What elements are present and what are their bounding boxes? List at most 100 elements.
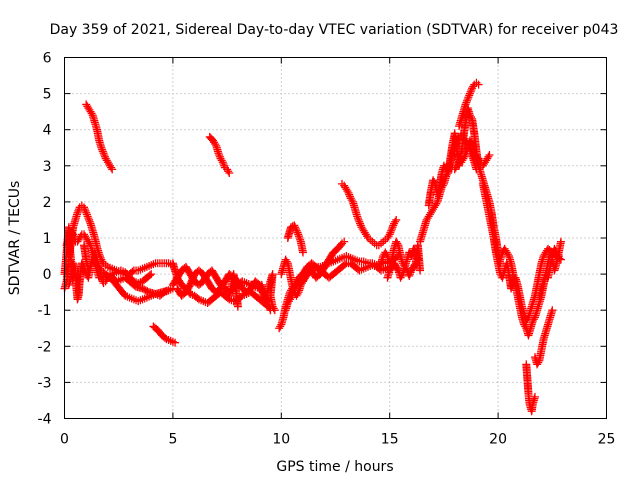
data-point-interp — [294, 232, 303, 241]
x-axis-label: GPS time / hours — [276, 459, 393, 475]
data-point — [344, 188, 353, 197]
data-point — [68, 262, 77, 271]
data-point-interp — [375, 261, 384, 270]
data-point-interp — [211, 140, 220, 149]
data-point-interp — [85, 239, 94, 248]
data-point-interp — [98, 147, 107, 156]
data-point-interp — [224, 167, 233, 176]
data-point — [465, 89, 474, 98]
data-point-interp — [87, 109, 96, 118]
y-tick-label: -3 — [38, 375, 52, 391]
data-point — [298, 248, 307, 257]
y-tick-label: -1 — [38, 303, 52, 319]
data-point — [485, 150, 494, 159]
data-point-interp — [384, 232, 393, 241]
data-marks — [60, 78, 565, 416]
data-point-interp — [80, 205, 89, 214]
y-tick-label: 2 — [43, 195, 52, 211]
series-arc-7 — [205, 132, 234, 178]
series-arc-19 — [383, 241, 425, 282]
series-arc-26 — [530, 306, 557, 369]
data-point-interp — [356, 219, 365, 228]
series-arc-6 — [149, 322, 180, 347]
y-tick-label: 5 — [43, 87, 52, 103]
series-arc-17 — [338, 179, 401, 250]
data-point-interp — [292, 226, 301, 235]
series-arc-16 — [283, 221, 307, 257]
data-point-interp — [269, 304, 278, 313]
series-arc-29 — [60, 223, 77, 279]
data-point-interp — [356, 221, 365, 230]
data-point-interp — [484, 152, 493, 161]
data-point-interp — [464, 93, 473, 102]
x-tick-label: 20 — [489, 432, 507, 448]
data-point — [214, 149, 223, 158]
y-tick-label: 4 — [43, 123, 52, 139]
data-point — [463, 95, 472, 104]
series-arc-5 — [82, 100, 117, 174]
data-point-interp — [85, 264, 94, 273]
data-point — [461, 100, 470, 109]
series-arc-22 — [455, 78, 483, 131]
y-tick-label: 1 — [43, 231, 52, 247]
data-point — [290, 221, 299, 230]
data-point — [218, 158, 227, 167]
data-point-interp — [503, 250, 512, 259]
x-tick-label: 5 — [168, 432, 177, 448]
data-point — [548, 306, 557, 315]
data-point — [293, 228, 302, 237]
series-arc-15 — [281, 259, 394, 315]
data-point-interp — [462, 98, 471, 107]
series-arc-23 — [450, 136, 494, 174]
data-point-interp — [276, 322, 285, 331]
data-point — [392, 215, 401, 224]
series-arc-28 — [535, 244, 563, 300]
data-point-interp — [85, 217, 94, 226]
data-point-interp — [467, 138, 475, 147]
y-axis-label: SDTVAR / TECUs — [7, 181, 23, 296]
data-point-interp — [291, 223, 300, 232]
data-point-interp — [387, 226, 396, 235]
data-point-interp — [529, 315, 538, 324]
data-point-interp — [465, 91, 474, 100]
data-point-interp — [397, 271, 406, 280]
data-point-interp — [386, 228, 395, 237]
data-point-interp — [74, 206, 83, 215]
data-point-interp — [107, 163, 116, 172]
data-point-interp — [217, 156, 226, 165]
data-point — [147, 270, 156, 279]
x-tick-label: 0 — [60, 432, 69, 448]
data-point-interp — [534, 358, 543, 367]
series-arc-12 — [257, 270, 279, 315]
data-point — [340, 237, 349, 246]
data-point-interp — [553, 250, 562, 259]
y-tick-label: -4 — [38, 412, 52, 428]
data-point — [82, 208, 91, 217]
data-point-interp — [388, 223, 397, 232]
data-point-interp — [128, 267, 137, 276]
data-point — [355, 217, 364, 226]
data-point-interp — [287, 293, 296, 302]
data-point-interp — [83, 212, 92, 221]
data-point — [530, 392, 539, 401]
y-tick-label: -2 — [38, 339, 52, 355]
data-point — [164, 286, 173, 295]
data-point-interp — [340, 260, 349, 269]
data-point — [99, 149, 108, 158]
series-arc-4 — [80, 241, 173, 298]
data-point-interp — [460, 152, 469, 161]
data-point-interp — [295, 234, 304, 242]
x-tick-label: 25 — [598, 432, 616, 448]
series-arc-11 — [225, 270, 242, 311]
data-point — [108, 165, 117, 174]
y-tick-labels: -4 -3 -2 -1 0 1 2 3 4 5 6 — [38, 51, 52, 428]
x-tick-labels: 0 5 10 15 20 25 — [60, 432, 615, 448]
data-point — [387, 224, 396, 233]
x-tick-label: 15 — [381, 432, 399, 448]
data-point-interp — [354, 215, 363, 224]
data-point-interp — [296, 235, 305, 244]
data-point-interp — [81, 206, 90, 215]
data-point — [84, 214, 93, 223]
x-tick-label: 10 — [272, 432, 290, 448]
data-point-interp — [463, 96, 472, 105]
